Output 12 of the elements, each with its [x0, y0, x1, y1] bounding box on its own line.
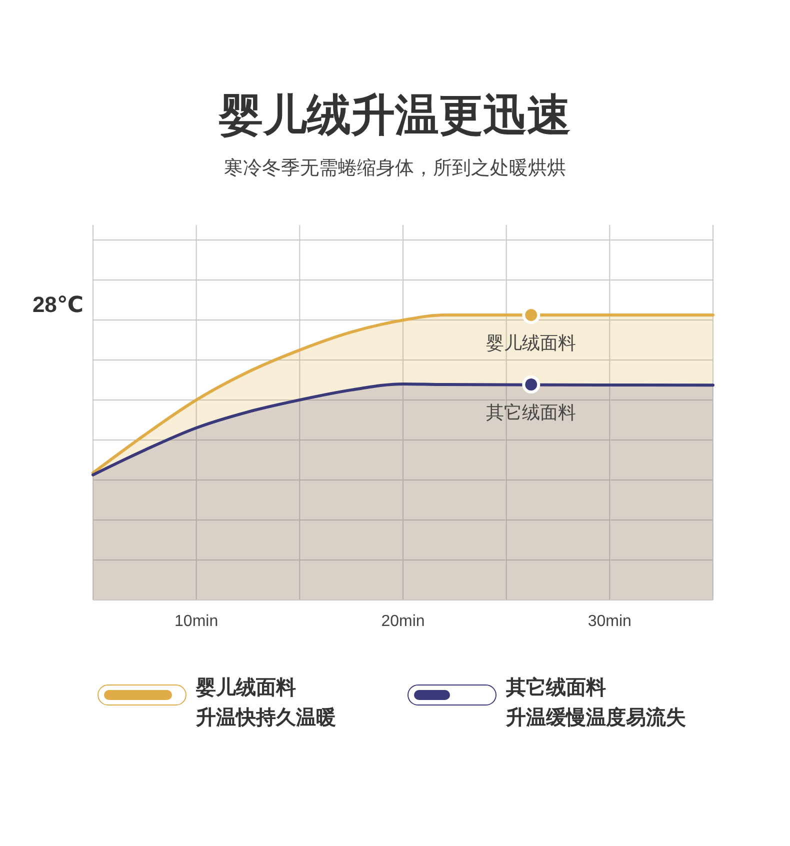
legend-label: 婴儿绒面料 — [195, 677, 296, 699]
text: 升温缓慢温度易流失 — [505, 706, 686, 729]
annotation: 婴儿绒面料 — [486, 333, 576, 353]
x-tick-label: 30min — [588, 613, 632, 630]
legend-label: 其它绒面料 — [505, 676, 606, 699]
chart-subtitle: 寒冷冬季无需蜷缩身体，所到之处暖烘烘 — [224, 157, 566, 179]
x-tick-label: 20min — [381, 613, 425, 630]
x-tick-label: 10min — [174, 613, 218, 630]
chart-title: 婴儿绒升温更迅速 — [218, 91, 571, 140]
text: 升温快持久温暖 — [195, 706, 336, 729]
annotation: 其它绒面料 — [486, 402, 576, 423]
y-axis-title: 28℃ — [32, 292, 84, 317]
